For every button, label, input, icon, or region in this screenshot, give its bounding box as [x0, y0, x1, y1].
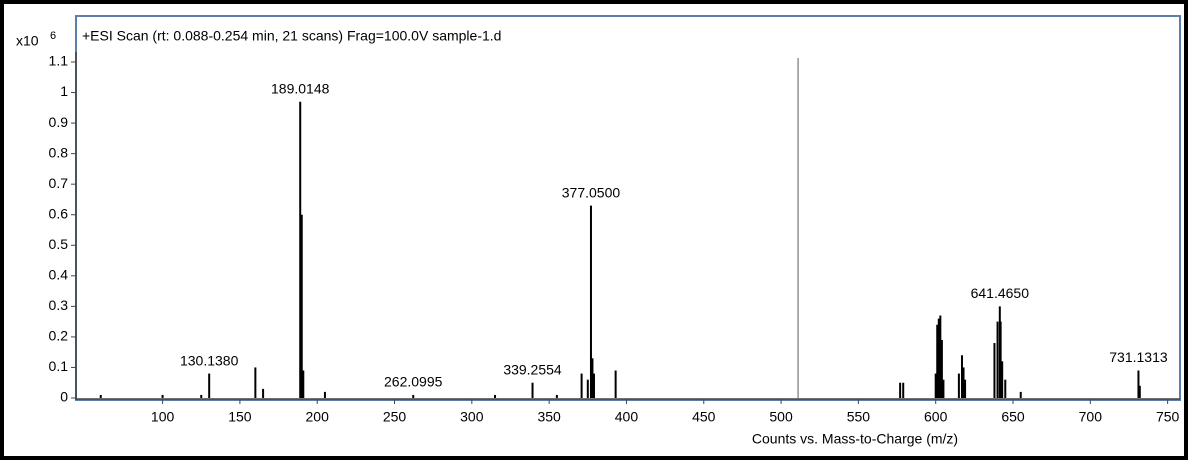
- chart-title: +ESI Scan (rt: 0.088-0.254 min, 21 scans…: [82, 28, 501, 44]
- y-scale: x10: [16, 33, 39, 49]
- x-tick-label: 400: [615, 409, 639, 425]
- y-tick-label: 0.6: [49, 205, 69, 221]
- y-tick-label: 0.4: [49, 267, 69, 283]
- peak-label: 189.0148: [271, 80, 330, 96]
- x-tick-label: 450: [692, 409, 716, 425]
- peak-label: 377.0500: [562, 184, 621, 200]
- peak-label: 641.4650: [971, 285, 1030, 301]
- y-tick-label: 0.1: [49, 358, 69, 374]
- x-tick-label: 750: [1156, 409, 1180, 425]
- x-tick-label: 250: [383, 409, 407, 425]
- y-tick-label: 0.9: [49, 114, 69, 130]
- y-tick-label: 0.8: [49, 144, 69, 160]
- y-tick-label: 0.3: [49, 297, 69, 313]
- x-tick-label: 500: [769, 409, 793, 425]
- x-tick-label: 650: [1001, 409, 1025, 425]
- y-tick-label: 0: [60, 389, 68, 405]
- peak-label: 731.1313: [1109, 349, 1168, 365]
- y-tick-label: 0.2: [49, 328, 69, 344]
- x-tick-label: 300: [460, 409, 484, 425]
- x-tick-label: 700: [1079, 409, 1103, 425]
- y-tick-label: 0.7: [49, 175, 69, 191]
- peak-label: 339.2554: [503, 361, 562, 377]
- x-tick-label: 550: [847, 409, 871, 425]
- y-tick-label: 1.1: [49, 53, 69, 69]
- y-tick-label: 1: [60, 83, 68, 99]
- x-tick-label: 100: [151, 409, 175, 425]
- x-tick-label: 600: [924, 409, 948, 425]
- peak-label: 262.0995: [384, 374, 443, 390]
- x-tick-label: 350: [537, 409, 561, 425]
- x-axis-label: Counts vs. Mass-to-Charge (m/z): [752, 431, 958, 447]
- y-tick-label: 0.5: [49, 236, 69, 252]
- y-scale-exponent: 6: [50, 30, 56, 42]
- x-tick-label: 200: [306, 409, 330, 425]
- peak-label: 130.1380: [180, 352, 239, 368]
- x-tick-label: 150: [228, 409, 252, 425]
